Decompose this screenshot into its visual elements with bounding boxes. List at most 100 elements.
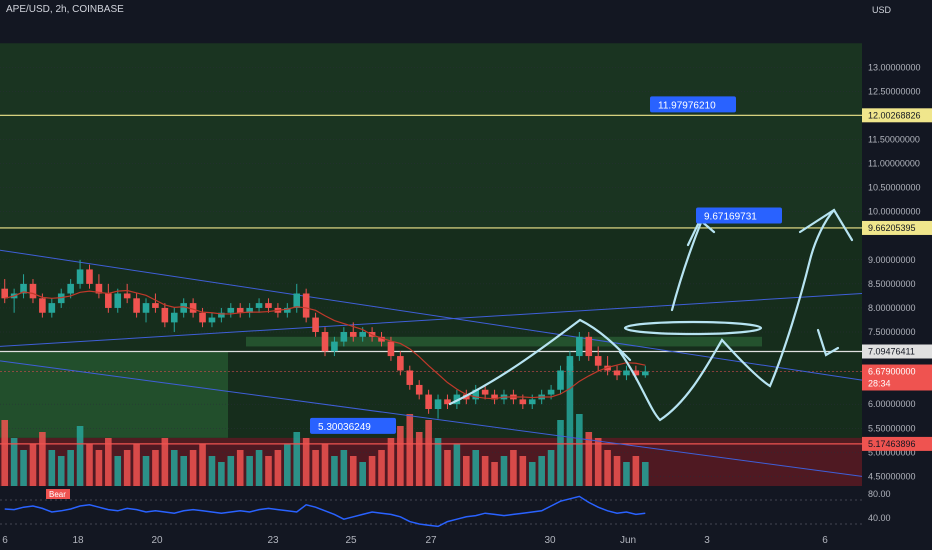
volume-bar xyxy=(397,426,404,486)
volume-bar xyxy=(170,450,178,486)
candle-body xyxy=(632,370,640,376)
candle-body xyxy=(340,332,348,342)
demand-box xyxy=(0,351,228,438)
x-tick-label: 6 xyxy=(822,535,828,546)
rsi-tick-label: 40.00 xyxy=(868,513,891,523)
candle-body xyxy=(585,336,593,357)
volume-bar xyxy=(1,420,9,486)
candle-body xyxy=(359,332,366,337)
candle-body xyxy=(481,389,489,395)
price-callout-text: 11.97976210 xyxy=(658,100,716,111)
volume-bar xyxy=(189,450,197,486)
volume-bar xyxy=(481,456,489,486)
candle-body xyxy=(227,307,235,313)
y-tick-label: 11.00000000 xyxy=(868,159,920,169)
candle-body xyxy=(67,283,74,294)
volume-bar xyxy=(133,444,140,486)
candle-body xyxy=(491,394,498,400)
volume-bar xyxy=(604,450,611,486)
volume-bar xyxy=(585,432,593,486)
candle-body xyxy=(1,288,9,299)
y-tick-label: 12.50000000 xyxy=(868,86,921,96)
volume-bar xyxy=(57,456,65,486)
volume-bar xyxy=(349,456,357,486)
volume-bar xyxy=(359,462,366,486)
volume-bar xyxy=(406,414,414,486)
volume-bar xyxy=(293,432,301,486)
volume-bar xyxy=(255,450,263,486)
descending-trendline-lower xyxy=(0,360,863,477)
volume-bar xyxy=(86,444,93,486)
candle-body xyxy=(387,341,395,357)
x-tick-label: 30 xyxy=(544,535,556,546)
y-tick-label: 10.50000000 xyxy=(868,183,921,193)
candle-body xyxy=(312,317,319,332)
level-price-text: 12.00268826 xyxy=(868,110,921,120)
volume-bar xyxy=(340,450,348,486)
volume-bar xyxy=(95,450,103,486)
candle-body xyxy=(623,370,630,376)
hand-drawn-tick xyxy=(816,328,840,357)
candle-body xyxy=(48,303,56,313)
level-price-text: 7.09476411 xyxy=(868,347,915,357)
bear-tag-text: Bear xyxy=(49,490,66,499)
ascending-trendline xyxy=(0,293,863,347)
level-price-tag xyxy=(862,220,932,235)
volume-bar xyxy=(378,450,385,486)
hand-drawn-arrowhead xyxy=(798,208,854,242)
y-tick-label: 13.00000000 xyxy=(868,62,921,72)
rsi-pane: Bear xyxy=(0,488,862,530)
y-tick-label: 8.50000000 xyxy=(868,279,916,289)
moving-average-line xyxy=(4,289,646,400)
volume-bar xyxy=(236,450,244,486)
y-tick-label: 9.00000000 xyxy=(868,255,916,265)
y-tick-label: 4.50000000 xyxy=(868,471,916,481)
volume-bar xyxy=(500,456,508,486)
descending-trendline-upper xyxy=(0,249,863,381)
candle-body xyxy=(406,370,414,385)
candle-body xyxy=(547,389,555,395)
price-callout-text: 5.30036249 xyxy=(318,422,371,433)
candle-body xyxy=(566,356,574,371)
volume-bar xyxy=(547,450,555,486)
volume-layer xyxy=(1,366,649,486)
current-price-tag xyxy=(862,364,932,391)
x-tick-label: 27 xyxy=(425,535,437,546)
level-price-tag xyxy=(862,108,932,123)
x-tick-label: Jun xyxy=(620,535,636,546)
y-tick-label: 6.00000000 xyxy=(868,399,916,409)
volume-bar xyxy=(491,462,498,486)
x-tick-label: 20 xyxy=(151,535,163,546)
candle-body xyxy=(321,332,329,352)
candle-body xyxy=(123,293,131,299)
price-axis: USD 13.00000000 12.50000000 12.00268826 11.5… xyxy=(862,0,932,550)
volume-bar xyxy=(519,456,527,486)
level-price-tag xyxy=(862,344,932,359)
candle-body xyxy=(161,307,169,323)
rsi-tick-label: 80.00 xyxy=(868,489,891,499)
price-callout-text: 9.67169731 xyxy=(704,211,757,222)
volume-bar xyxy=(331,456,338,486)
volume-bar xyxy=(180,456,187,486)
volume-bar xyxy=(641,462,649,486)
candle-body xyxy=(349,332,357,337)
candle-body xyxy=(331,341,338,352)
trendlines-layer xyxy=(0,114,863,477)
candle-body xyxy=(20,283,27,294)
volume-bar xyxy=(453,444,461,486)
candle-body xyxy=(293,293,301,308)
volume-bar xyxy=(566,366,574,486)
candle-body xyxy=(105,293,112,308)
volume-bar xyxy=(152,450,159,486)
x-tick-label: 18 xyxy=(72,535,84,546)
level-price-text: 5.17463896 xyxy=(868,439,916,449)
candle-body xyxy=(236,307,244,313)
hand-drawn-projection xyxy=(618,208,836,422)
volume-bar xyxy=(114,456,122,486)
volume-bar xyxy=(463,456,470,486)
volume-bar xyxy=(632,456,640,486)
candle-body xyxy=(641,371,649,376)
volume-bar xyxy=(528,462,536,486)
time-axis-background xyxy=(0,531,932,550)
time-axis: 6 18 20 23 25 27 30 Jun 3 6 xyxy=(0,531,932,550)
